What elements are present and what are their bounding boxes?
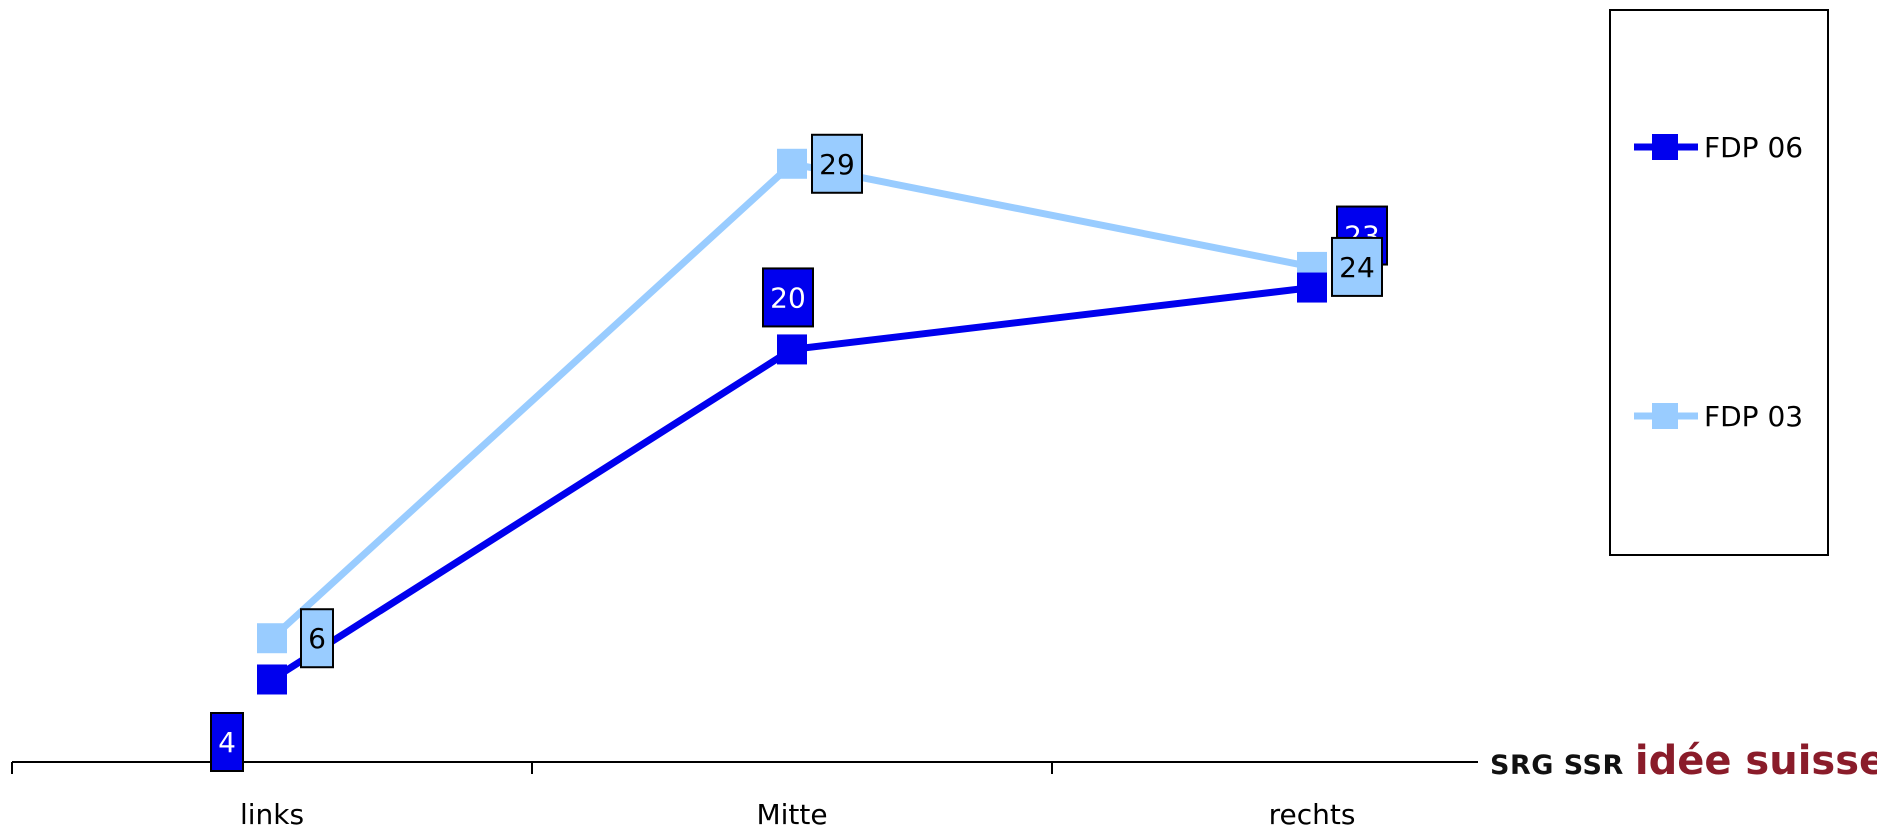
srg-ssr-idee-suisse-logo: SRG SSR idée suisse — [1490, 738, 1877, 784]
data-label-fdp-06: 4 — [210, 712, 244, 772]
logo-srg-text: SRG SSR — [1490, 750, 1624, 781]
logo-idee-text: idée suisse — [1634, 738, 1877, 784]
data-label-fdp-03: 29 — [811, 133, 863, 194]
svg-text:FDP 03: FDP 03 — [1704, 400, 1803, 433]
svg-text:20: 20 — [770, 281, 806, 314]
series-line-fdp-03 — [269, 159, 1313, 641]
data-label-fdp-03: 6 — [300, 608, 334, 669]
data-label-fdp-03: 24 — [1331, 236, 1383, 297]
svg-text:24: 24 — [1339, 251, 1375, 284]
series-point-fdp-06 — [1297, 272, 1327, 303]
series-point-fdp-03 — [257, 623, 287, 654]
data-label-fdp-06: 20 — [762, 267, 814, 328]
series-layer — [257, 148, 1327, 695]
svg-text:29: 29 — [819, 148, 855, 181]
series-point-fdp-03 — [777, 148, 807, 179]
legend-item-fdp-06: FDP 06 — [1634, 131, 1803, 164]
x-tick-label-rechts: rechts — [1269, 798, 1356, 828]
svg-text:6: 6 — [308, 622, 326, 655]
series-point-fdp-06 — [777, 334, 807, 365]
legend-item-fdp-03: FDP 03 — [1634, 400, 1803, 433]
svg-text:FDP 06: FDP 06 — [1704, 131, 1803, 164]
legend-box — [1609, 9, 1829, 556]
svg-text:4: 4 — [218, 726, 236, 759]
x-axis: links Mitte rechts — [11, 761, 1478, 828]
x-tick-label-mitte: Mitte — [756, 798, 827, 828]
series-point-fdp-06 — [257, 664, 287, 695]
x-tick-label-links: links — [240, 798, 304, 828]
legend: FDP 06 FDP 03 — [1609, 9, 1829, 556]
